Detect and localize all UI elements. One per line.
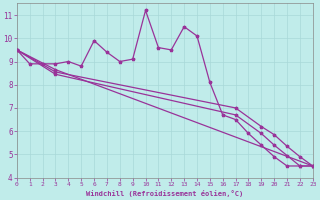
X-axis label: Windchill (Refroidissement éolien,°C): Windchill (Refroidissement éolien,°C) xyxy=(86,190,244,197)
